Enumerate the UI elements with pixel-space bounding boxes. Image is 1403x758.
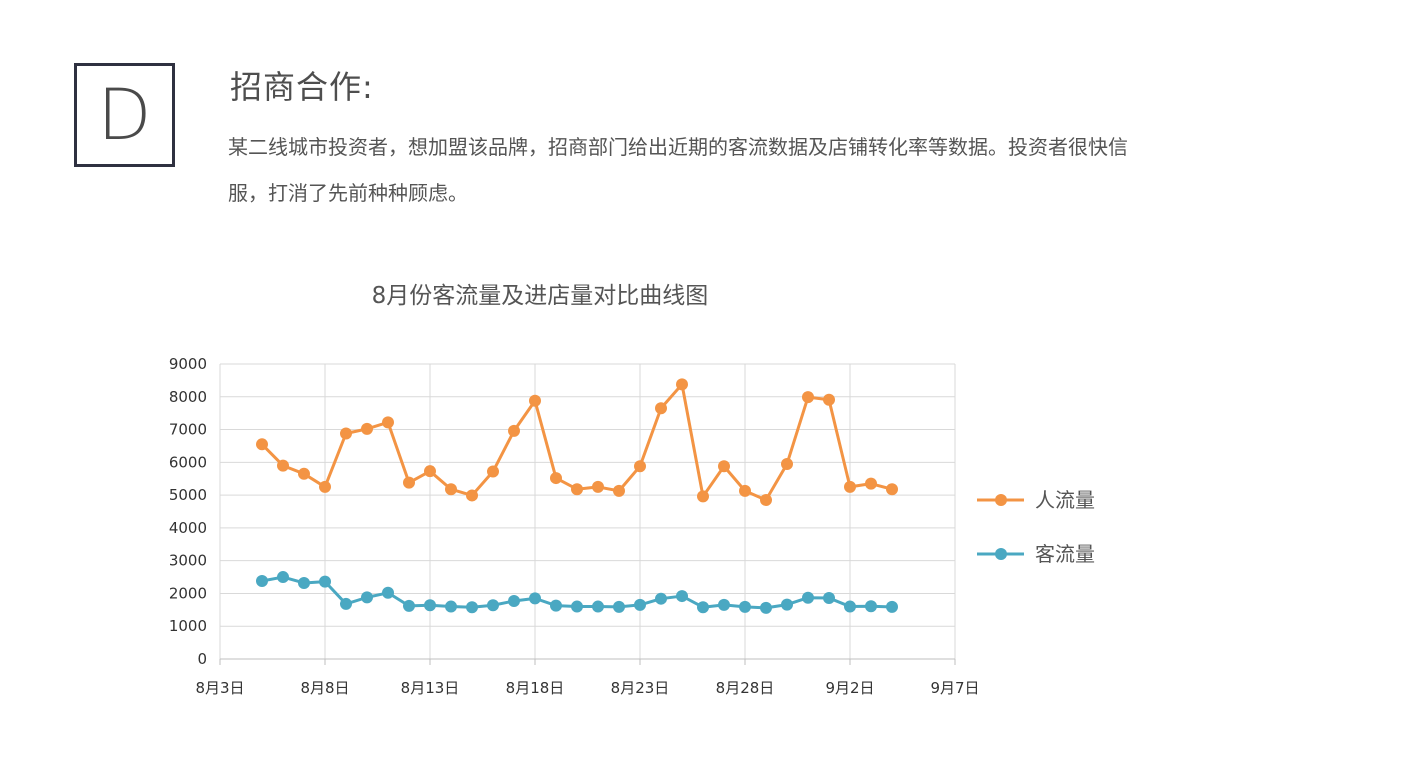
- y-tick-label: 0: [197, 650, 207, 668]
- data-point: [802, 391, 814, 404]
- data-point: [529, 592, 541, 605]
- legend-swatch-marker: [995, 548, 1007, 560]
- data-point: [592, 480, 604, 493]
- data-point: [760, 601, 772, 614]
- data-point: [802, 591, 814, 604]
- data-point: [718, 598, 730, 611]
- data-point: [529, 394, 541, 407]
- section-description: 某二线城市投资者，想加盟该品牌，招商部门给出近期的客流数据及店铺转化率等数据。投…: [228, 135, 1128, 205]
- data-point: [550, 472, 562, 485]
- y-tick-label: 9000: [169, 355, 207, 373]
- legend-label: 客流量: [1035, 542, 1095, 566]
- x-tick-label: 8月3日: [195, 679, 244, 697]
- data-point: [739, 600, 751, 613]
- y-tick-label: 1000: [169, 617, 207, 635]
- data-point: [844, 480, 856, 493]
- data-point: [634, 598, 646, 611]
- data-point: [298, 467, 310, 480]
- data-point: [424, 465, 436, 478]
- data-point: [865, 600, 877, 613]
- data-point: [466, 601, 478, 614]
- data-point: [571, 600, 583, 613]
- data-point: [823, 393, 835, 406]
- data-point: [508, 424, 520, 437]
- data-point: [277, 459, 289, 472]
- data-point: [865, 477, 877, 490]
- data-point: [298, 576, 310, 589]
- data-point: [592, 600, 604, 613]
- data-point: [466, 489, 478, 502]
- series-line-1: [260, 382, 893, 502]
- data-point: [508, 594, 520, 607]
- data-point: [424, 599, 436, 612]
- data-point: [655, 402, 667, 415]
- data-point: [844, 600, 856, 613]
- x-tick-label: 9月7日: [930, 679, 979, 697]
- data-point: [781, 598, 793, 611]
- section-title: 招商合作:: [230, 68, 374, 106]
- data-point: [382, 586, 394, 599]
- data-point: [634, 460, 646, 473]
- data-point: [403, 599, 415, 612]
- data-point: [571, 483, 583, 496]
- data-point: [697, 490, 709, 503]
- y-tick-label: 4000: [169, 519, 207, 537]
- data-point: [760, 494, 772, 507]
- y-tick-label: 5000: [169, 486, 207, 504]
- data-point: [319, 480, 331, 493]
- data-point: [739, 484, 751, 497]
- data-point: [676, 378, 688, 391]
- data-point: [403, 476, 415, 489]
- data-point: [886, 600, 898, 613]
- data-point: [886, 483, 898, 496]
- data-point: [361, 591, 373, 604]
- x-tick-label: 8月8日: [300, 679, 349, 697]
- data-point: [655, 592, 667, 605]
- data-point: [277, 571, 289, 584]
- data-point: [256, 574, 268, 587]
- data-point: [340, 597, 352, 610]
- x-tick-label: 8月18日: [506, 679, 565, 697]
- x-tick-label: 9月2日: [825, 679, 874, 697]
- y-tick-label: 2000: [169, 584, 207, 602]
- data-point: [256, 438, 268, 451]
- data-point: [823, 592, 835, 605]
- data-point: [382, 416, 394, 429]
- data-point: [781, 457, 793, 470]
- data-point: [319, 575, 331, 588]
- data-point: [487, 599, 499, 612]
- legend-label: 人流量: [1035, 488, 1095, 512]
- x-tick-label: 8月13日: [401, 679, 460, 697]
- data-point: [613, 600, 625, 613]
- data-point: [676, 590, 688, 603]
- data-point: [487, 465, 499, 478]
- section-letter-badge: D: [74, 63, 175, 167]
- data-point: [718, 460, 730, 473]
- x-tick-label: 8月28日: [716, 679, 775, 697]
- data-point: [613, 484, 625, 497]
- data-point: [445, 483, 457, 496]
- data-point: [340, 427, 352, 440]
- x-tick-label: 8月23日: [611, 679, 670, 697]
- chart-title: 8月份客流量及进店量对比曲线图: [371, 283, 709, 309]
- y-tick-label: 6000: [169, 453, 207, 471]
- data-point: [550, 599, 562, 612]
- data-point: [445, 600, 457, 613]
- y-tick-label: 3000: [169, 552, 207, 570]
- data-point: [697, 601, 709, 614]
- y-tick-label: 7000: [169, 421, 207, 439]
- legend-swatch-marker: [995, 494, 1007, 506]
- y-tick-label: 8000: [169, 388, 207, 406]
- data-point: [361, 422, 373, 435]
